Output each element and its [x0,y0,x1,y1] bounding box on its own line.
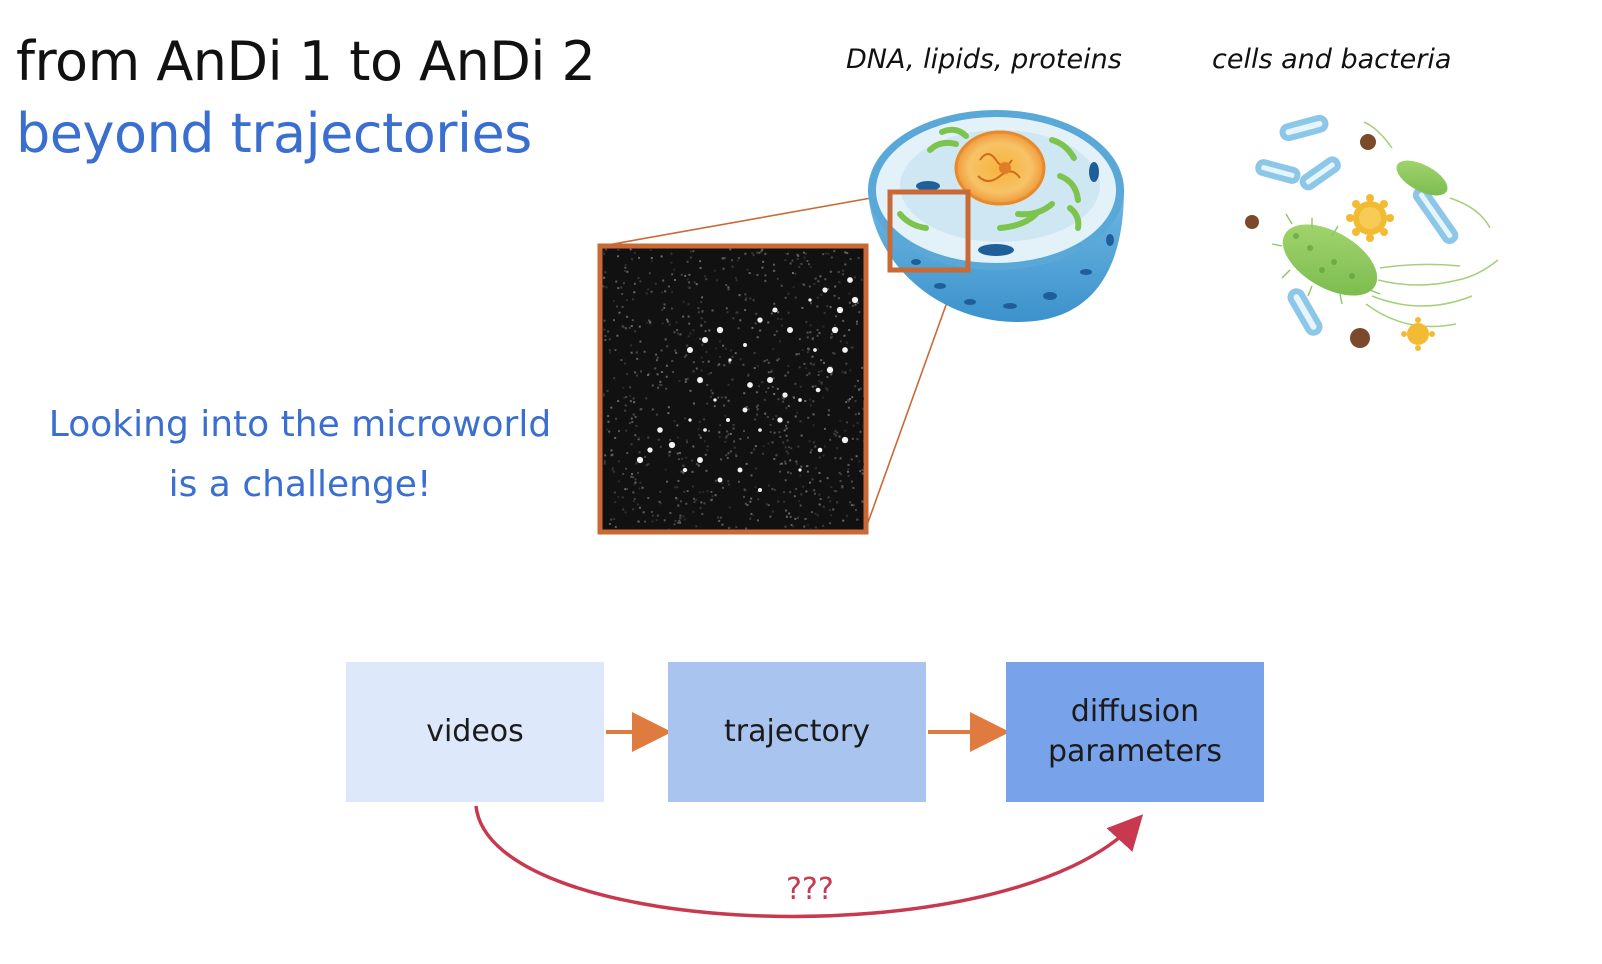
fluorescent-spot [813,348,817,352]
caption-dna-lipids-proteins: DNA, lipids, proteins [846,44,1122,75]
fluorescent-spot [757,487,763,493]
microscopy-image [597,243,869,535]
zoom-line-top [601,194,889,247]
fluorescent-spot [647,447,653,453]
fluorescent-spot [747,382,753,388]
fluorescent-spot [717,477,723,483]
fluorescent-spot [851,296,859,304]
fluorescent-spot [841,436,849,444]
fluorescent-spot [703,428,707,432]
fluorescent-spot [737,467,743,473]
challenge-line-2: is a challenge! [168,464,432,505]
fluorescent-spot [772,307,778,313]
diffusion-label-line-1: diffusion [1070,694,1200,729]
fluorescent-spot [697,377,703,383]
fluorescent-spot [725,417,731,423]
fluorescent-spot [758,428,762,432]
bypass-curve-arrow [474,805,1144,919]
fluorescent-spot [668,441,676,449]
fluorescent-spot [815,387,821,393]
slide-title: from AnDi 1 to AnDi 2 [16,30,596,93]
fluorescent-spot [822,287,828,293]
fluorescent-spot [798,398,802,402]
unknown-shortcut-label: ??? [786,872,834,907]
fluorescent-spot [786,326,794,334]
fluorescent-spot [798,468,802,472]
bacteria-illustration [1245,114,1499,351]
fluorescent-spot [831,326,839,334]
fluorescent-spot [782,392,788,398]
fluorescent-spot [716,326,724,334]
zoom-region-box [887,189,971,273]
fluorescent-spot [686,346,694,354]
fluorescent-spot [728,358,732,362]
videos-label: videos [426,714,524,749]
fluorescent-spot [817,447,823,453]
challenge-line-1: Looking into the microworld [48,404,552,445]
fluorescent-spot [767,377,773,383]
fluorescent-spot [847,277,853,283]
fluorescent-spot [701,336,709,344]
zoom-line-bottom [865,265,961,529]
diffusion-label-line-2: parameters [1047,734,1222,769]
fluorescent-spot [757,317,763,323]
cell-illustration [868,110,1124,322]
fluorescent-spot [636,456,644,464]
caption-cells-bacteria: cells and bacteria [1212,44,1452,75]
fluorescent-spot [836,306,844,314]
fluorescent-spot [682,467,688,473]
pipeline-step-trajectory: trajectory [668,662,926,802]
pipeline-step-diffusion-parameters: diffusion parameters [1006,662,1264,802]
fluorescent-spot [742,407,748,413]
fluorescent-spot [826,366,834,374]
fluorescent-spot [842,347,848,353]
fluorescent-spot [657,427,663,433]
fluorescent-spot [713,398,717,402]
challenge-text: Looking into the microworld is a challen… [20,395,580,515]
fluorescent-spot [697,457,703,463]
fluorescent-spot [688,418,692,422]
pipeline-step-videos: videos [346,662,604,802]
fluorescent-spot [777,417,783,423]
trajectory-label: trajectory [724,714,870,749]
fluorescent-spot [743,343,747,347]
slide-subtitle: beyond trajectories [16,102,532,165]
fluorescent-spot [808,298,812,302]
